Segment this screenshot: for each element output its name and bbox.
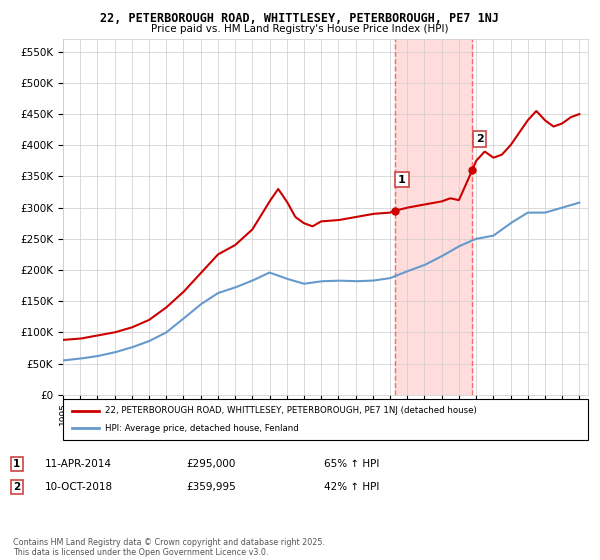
Text: 65% ↑ HPI: 65% ↑ HPI — [324, 459, 379, 469]
Text: 1: 1 — [398, 175, 406, 185]
Text: Price paid vs. HM Land Registry's House Price Index (HPI): Price paid vs. HM Land Registry's House … — [151, 24, 449, 34]
Text: 2: 2 — [13, 482, 20, 492]
Text: Contains HM Land Registry data © Crown copyright and database right 2025.
This d: Contains HM Land Registry data © Crown c… — [13, 538, 325, 557]
Text: 10-OCT-2018: 10-OCT-2018 — [45, 482, 113, 492]
Text: £359,995: £359,995 — [186, 482, 236, 492]
Text: 42% ↑ HPI: 42% ↑ HPI — [324, 482, 379, 492]
Bar — [395, 39, 472, 395]
Text: 22, PETERBOROUGH ROAD, WHITTLESEY, PETERBOROUGH, PE7 1NJ (detached house): 22, PETERBOROUGH ROAD, WHITTLESEY, PETER… — [105, 406, 477, 415]
Text: HPI: Average price, detached house, Fenland: HPI: Average price, detached house, Fenl… — [105, 424, 299, 433]
Text: £295,000: £295,000 — [186, 459, 235, 469]
Text: 22, PETERBOROUGH ROAD, WHITTLESEY, PETERBOROUGH, PE7 1NJ: 22, PETERBOROUGH ROAD, WHITTLESEY, PETER… — [101, 12, 499, 25]
Text: 2: 2 — [476, 134, 484, 144]
Text: 1: 1 — [13, 459, 20, 469]
Text: 11-APR-2014: 11-APR-2014 — [45, 459, 112, 469]
